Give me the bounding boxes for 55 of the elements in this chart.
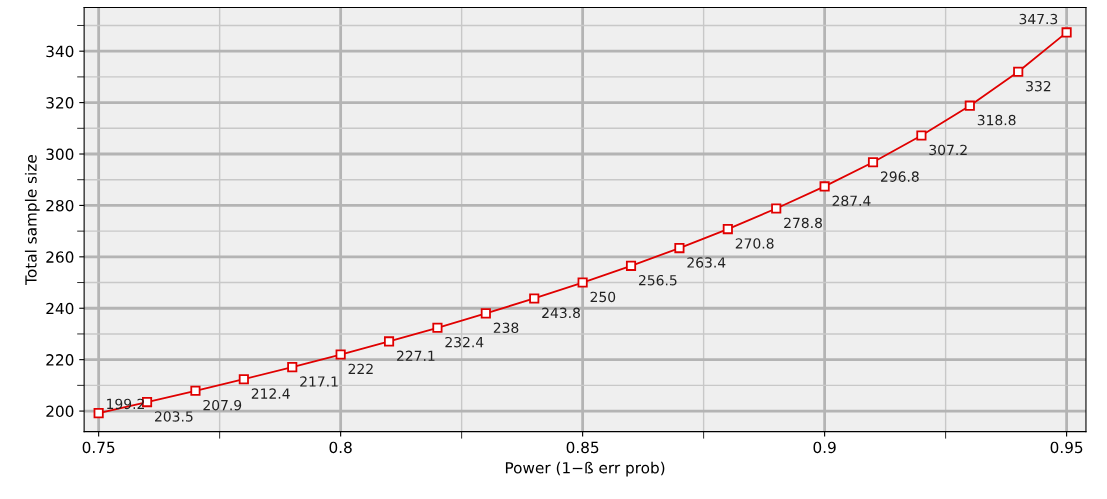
data-label: 307.2: [929, 144, 967, 156]
point: [674, 243, 685, 254]
data-label: 217.1: [300, 376, 338, 387]
y-axis-title: Total sample size: [24, 155, 40, 285]
point: [93, 408, 104, 419]
data-label: 207.9: [203, 399, 242, 411]
x-tick-label: 0.85: [566, 441, 599, 454]
point: [964, 100, 975, 111]
data-label: 222: [348, 363, 373, 374]
point: [867, 157, 879, 168]
point: [722, 223, 733, 235]
point: [238, 374, 249, 385]
data-label: 212.4: [251, 388, 290, 399]
y-tick-label: 320: [46, 97, 74, 109]
point: [287, 362, 298, 373]
point: [480, 308, 491, 319]
data-label: 263.4: [687, 257, 726, 268]
y-tick-label: 260: [46, 251, 74, 263]
data-label: 238: [493, 322, 519, 334]
point: [529, 293, 540, 304]
point: [819, 181, 830, 192]
data-label: 318.8: [977, 114, 1016, 126]
data-label: 243.8: [542, 307, 580, 319]
y-tick-label: 240: [46, 302, 74, 315]
point: [916, 130, 927, 141]
point: [625, 260, 637, 271]
point: [577, 277, 588, 288]
point: [190, 385, 201, 396]
data-label: 347.3: [1019, 13, 1058, 25]
y-tick-label: 300: [46, 148, 74, 161]
x-axis-title: Power (1−ß err prob): [505, 461, 665, 477]
x-tick-label: 0.9: [813, 441, 836, 454]
x-tick-label: 0.95: [1050, 441, 1083, 454]
y-tick-label: 340: [46, 45, 74, 58]
point: [1061, 27, 1072, 38]
data-label: 256.5: [638, 274, 677, 286]
point: [383, 336, 395, 347]
data-label: 232.4: [445, 336, 484, 348]
data-label: 278.8: [784, 217, 822, 229]
data-label: 227.1: [397, 350, 435, 361]
data-label: 270.8: [735, 238, 774, 249]
y-tick-label: 200: [46, 405, 74, 418]
point: [771, 203, 782, 214]
data-label: 287.4: [832, 195, 871, 207]
point: [432, 322, 443, 333]
x-tick-label: 0.8: [329, 441, 352, 454]
data-label: 332: [1026, 80, 1051, 92]
point: [1013, 66, 1024, 77]
y-tick-label: 280: [46, 199, 74, 212]
point: [335, 349, 346, 360]
data-label: 296.8: [880, 171, 919, 182]
y-tick-label: 220: [46, 354, 74, 366]
data-label: 203.5: [155, 411, 193, 422]
x-tick-label: 0.75: [82, 441, 115, 454]
data-label: 250: [590, 291, 616, 303]
